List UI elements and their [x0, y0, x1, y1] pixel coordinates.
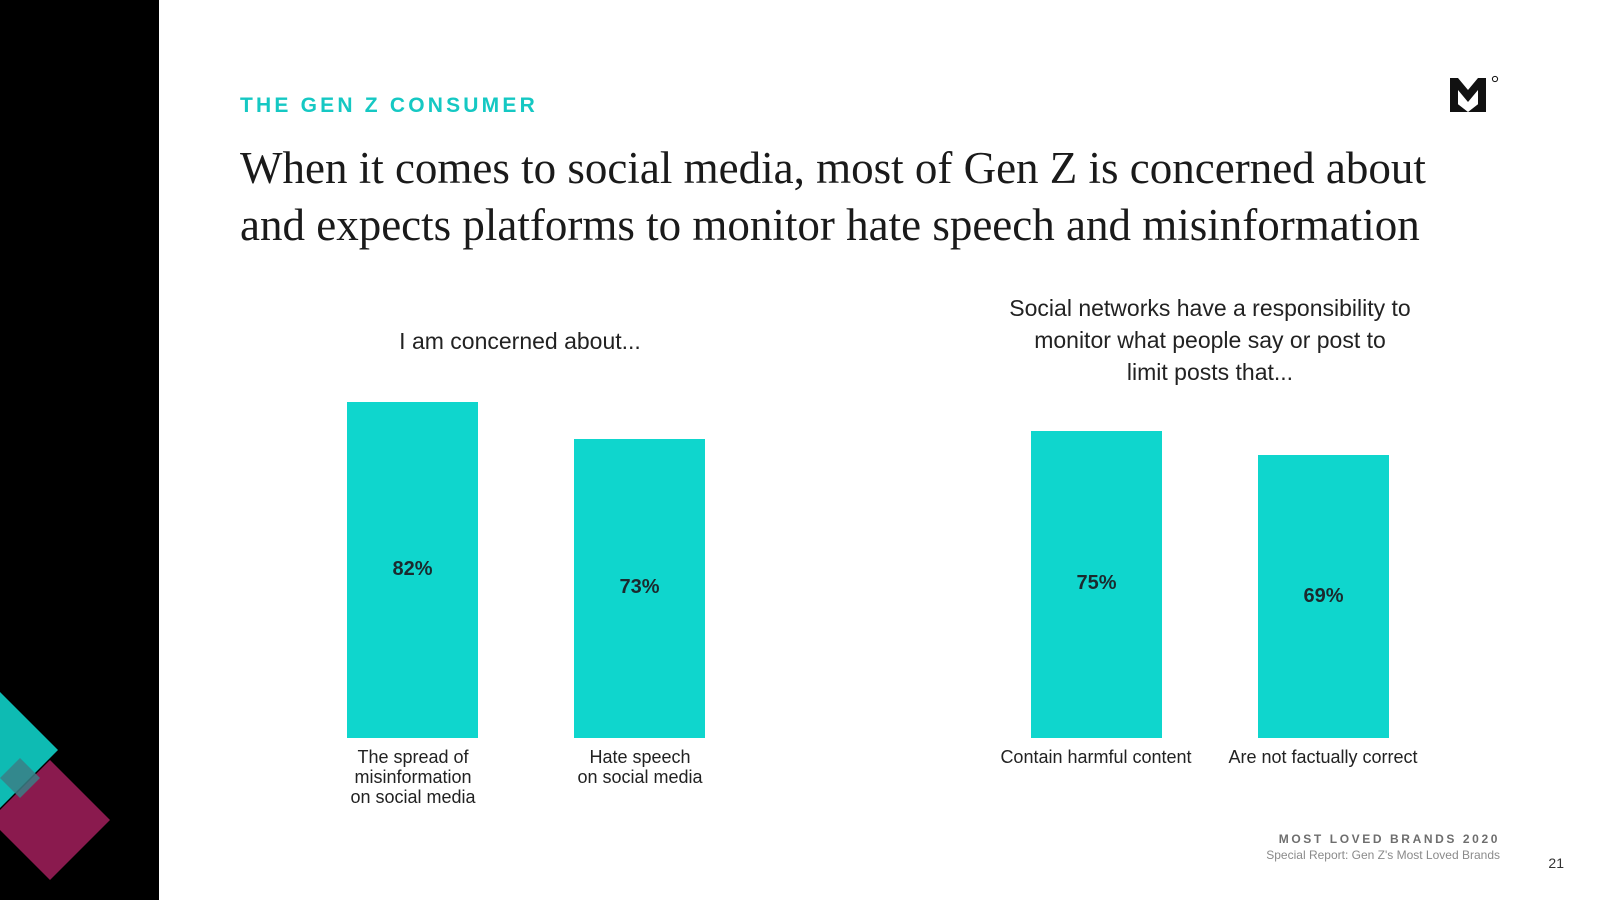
category-line: The spread of — [357, 747, 469, 767]
footer-report-subtitle: Special Report: Gen Z's Most Loved Brand… — [1266, 848, 1500, 862]
category-label-misinformation: The spread of misinformation on social m… — [298, 747, 528, 807]
right-chart-title: Social networks have a responsibility to… — [960, 292, 1460, 388]
category-label-not-factually-correct: Are not factually correct — [1208, 747, 1438, 767]
decorative-diamonds — [0, 0, 159, 900]
category-line: misinformation — [354, 767, 472, 787]
brand-m-logo-icon — [1450, 74, 1500, 121]
footer-report-title: MOST LOVED BRANDS 2020 — [1278, 832, 1500, 846]
title-line: limit posts that... — [1126, 359, 1294, 385]
bar-misinformation — [347, 401, 478, 738]
title-line: monitor what people say or post to — [1034, 327, 1386, 353]
title-line: Social networks have a responsibility to — [1009, 295, 1411, 321]
bar-hate-speech — [574, 438, 705, 738]
value-label-hate-speech: 73% — [619, 576, 660, 599]
value-label-harmful-content: 75% — [1076, 572, 1117, 595]
page-number: 21 — [1548, 855, 1564, 871]
category-line: Are not factually correct — [1228, 747, 1418, 767]
decorative-diamonds-graphic — [0, 692, 110, 880]
category-label-harmful-content: Contain harmful content — [981, 747, 1211, 767]
value-label-misinformation: 82% — [392, 557, 433, 580]
category-label-hate-speech: Hate speech on social media — [525, 747, 755, 787]
value-label-not-factually-correct: 69% — [1303, 584, 1344, 607]
bar-not-factually-correct — [1258, 455, 1389, 738]
page-headline: When it comes to social media, most of G… — [240, 143, 1426, 250]
category-line: Contain harmful content — [1000, 747, 1192, 767]
left-chart-title: I am concerned about... — [399, 328, 641, 354]
overlap-diamond — [0, 758, 40, 798]
section-eyebrow: THE GEN Z CONSUMER — [240, 94, 538, 117]
category-line: on social media — [577, 767, 703, 787]
category-line: Hate speech — [589, 747, 691, 767]
bar-harmful-content — [1031, 430, 1162, 738]
category-line: on social media — [350, 787, 476, 807]
